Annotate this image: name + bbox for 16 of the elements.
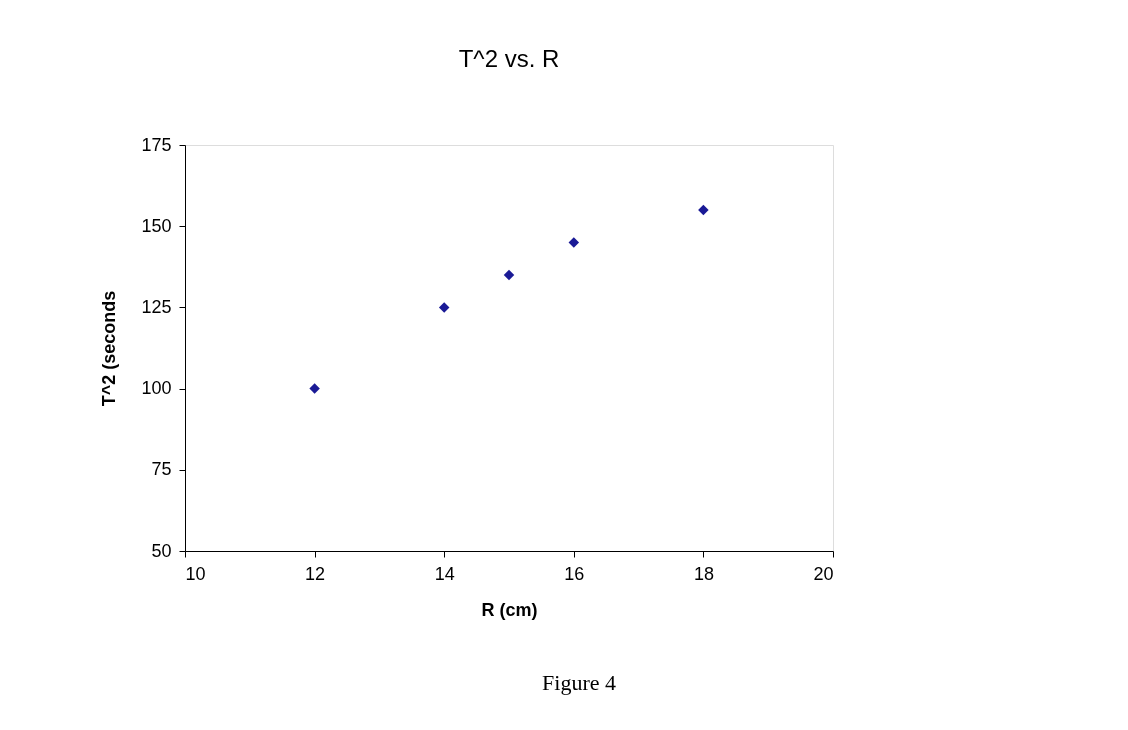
y-tick-label: 75 bbox=[151, 459, 172, 480]
y-tick-label: 50 bbox=[151, 540, 172, 561]
y-tick-label: 100 bbox=[141, 378, 172, 399]
x-tick-label: 14 bbox=[434, 563, 455, 584]
chart-title: T^2 vs. R bbox=[458, 45, 560, 72]
x-tick-label: 18 bbox=[693, 563, 714, 584]
y-tick-label: 125 bbox=[141, 296, 172, 317]
y-axis-title: T^2 (seconds bbox=[99, 290, 120, 407]
caption: Figure 4 bbox=[542, 670, 616, 695]
x-tick-label: 20 bbox=[813, 563, 834, 584]
x-tick-label: 10 bbox=[185, 563, 206, 584]
x-tick-label: 16 bbox=[564, 563, 585, 584]
x-axis-title: R (cm) bbox=[481, 599, 538, 620]
x-tick-label: 12 bbox=[305, 563, 326, 584]
y-tick-label: 150 bbox=[141, 215, 172, 236]
y-tick-label: 175 bbox=[141, 134, 172, 155]
